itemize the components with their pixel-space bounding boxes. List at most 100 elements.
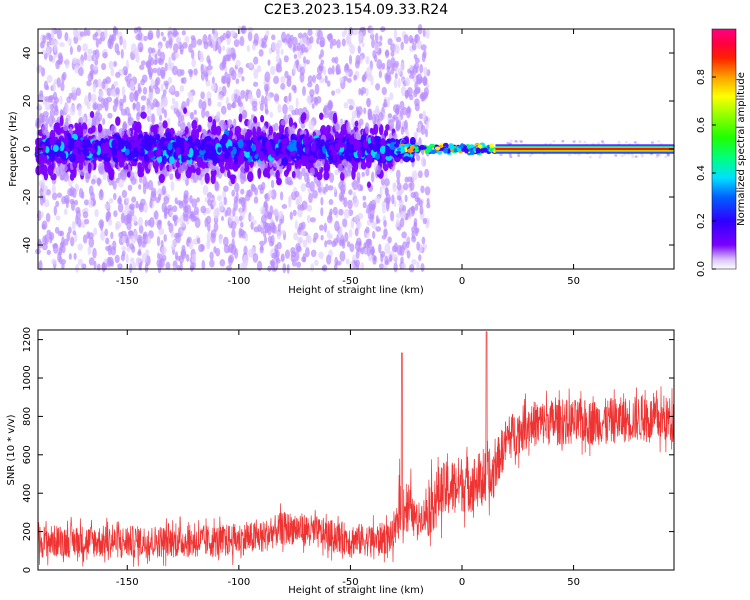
spectrogram-cell xyxy=(413,227,420,234)
spectrogram-cell xyxy=(314,97,319,106)
spectrogram-cell xyxy=(165,40,170,49)
spectrogram-cell xyxy=(289,211,293,221)
spectrogram-cell xyxy=(411,170,418,181)
spectrogram-cell xyxy=(362,73,366,82)
spectrogram-cell xyxy=(372,113,377,125)
spectrogram-cell xyxy=(284,249,291,260)
spectrogram-cell xyxy=(77,106,82,117)
spectrogram-cell xyxy=(142,233,146,245)
spectrogram-cell xyxy=(220,165,225,174)
spectrogram-cell xyxy=(47,33,52,39)
spectrogram-cell xyxy=(107,112,113,119)
spectrogram-cell xyxy=(293,232,299,241)
spectrogram-cell xyxy=(172,205,178,213)
spectrogram-cell xyxy=(261,214,267,224)
spectrogram-cell xyxy=(300,203,305,212)
spectrogram-cell xyxy=(100,230,106,242)
spectrogram-cell xyxy=(75,206,81,214)
spectrogram-cell xyxy=(163,213,168,220)
spectrogram-cell xyxy=(240,166,245,175)
spectrogram-cell xyxy=(56,59,61,65)
spectrogram-cell xyxy=(139,176,143,184)
spectrogram-cell xyxy=(47,164,54,176)
spectrogram-cell xyxy=(82,211,89,219)
spectrogram-cell xyxy=(278,210,284,220)
spectrogram-cell xyxy=(147,163,152,170)
spectrogram-cell xyxy=(387,236,392,244)
spectrogram-cell xyxy=(324,75,328,84)
spectrogram-cell xyxy=(207,221,211,232)
spectrogram-cell xyxy=(411,258,417,266)
spectrogram-cell xyxy=(209,259,215,268)
spectrogram-cell xyxy=(351,110,358,119)
spectrogram-cell xyxy=(233,39,240,48)
spectrogram-cell xyxy=(270,234,275,246)
spectrogram-cell xyxy=(394,44,400,55)
spectrogram-cell xyxy=(168,162,173,173)
spectrogram-cell xyxy=(90,191,95,201)
spectrogram-cell xyxy=(129,80,135,92)
spectrogram-cell xyxy=(121,189,128,199)
spectrogram-cell xyxy=(198,50,204,59)
spectrogram-cell xyxy=(121,85,126,97)
spectrogram-cell xyxy=(305,59,310,65)
spectrogram-cell xyxy=(373,123,379,136)
spectrogram-cell xyxy=(320,234,324,241)
spectrogram-cell xyxy=(360,161,367,170)
spectrogram-cell xyxy=(252,81,259,87)
spectrogram-cell xyxy=(241,109,248,120)
spectrogram-cell xyxy=(138,216,143,227)
spectrogram-cell xyxy=(402,204,407,213)
spectrogram-cell xyxy=(414,203,419,211)
spectrogram-cell xyxy=(314,259,319,267)
spectrogram-cell xyxy=(383,129,389,137)
spectrogram-cell xyxy=(302,37,308,45)
spectrogram-cell xyxy=(327,99,333,112)
spectrogram-cell xyxy=(384,243,391,254)
spectrogram-cell xyxy=(390,57,396,65)
spectrogram-cell xyxy=(334,256,339,267)
spectrogram-cell xyxy=(224,71,228,78)
spectrogram-cell xyxy=(280,76,286,84)
spectrogram-cell xyxy=(140,111,147,119)
spectrogram-cell xyxy=(247,119,253,130)
spectrogram-cell xyxy=(134,132,139,142)
spectrogram-cell xyxy=(277,103,282,113)
spectrogram-cell xyxy=(83,51,88,61)
spectrogram-cell xyxy=(382,205,386,214)
spectrogram-cell xyxy=(127,116,134,126)
spectrogram-cell xyxy=(385,49,390,59)
spectrogram-cell xyxy=(421,236,426,245)
spectrogram-cell xyxy=(424,186,431,196)
spectrogram-cell xyxy=(365,238,372,245)
spectrogram-cell xyxy=(357,212,364,220)
spectrogram-cell xyxy=(86,54,93,62)
spectrogram-cell xyxy=(156,28,161,39)
spectrogram-cell xyxy=(64,31,69,42)
spectrogram-cell xyxy=(397,77,401,88)
spectrogram-cell xyxy=(181,171,187,182)
spectrogram-cell xyxy=(90,178,96,185)
spectrogram-cell xyxy=(395,120,402,130)
spectrogram-cell xyxy=(121,235,126,244)
spectrogram-cell xyxy=(137,82,141,92)
spectrogram-cell xyxy=(323,104,328,115)
spectrogram-cell xyxy=(319,112,324,120)
spectrogram-cell xyxy=(393,29,398,40)
spectrogram-cell xyxy=(232,161,239,172)
spectrogram-cell xyxy=(421,52,426,63)
spectrogram-cell xyxy=(71,86,77,94)
spectrogram-cell xyxy=(399,217,405,228)
spectrogram-cell xyxy=(69,46,73,55)
spectrogram-cell xyxy=(273,208,279,217)
spectrogram-cell xyxy=(400,41,404,51)
spectrogram-cell xyxy=(239,207,243,216)
spectrogram-cell xyxy=(229,174,236,181)
spectrogram-cell xyxy=(385,75,391,85)
spectrogram-cell xyxy=(129,91,135,103)
spectrogram-cell xyxy=(52,101,58,110)
spectrogram-cell xyxy=(344,27,348,36)
spectrogram-cell xyxy=(87,48,93,55)
spectrogram-cell xyxy=(92,49,97,56)
spectrogram-cell xyxy=(139,46,143,53)
